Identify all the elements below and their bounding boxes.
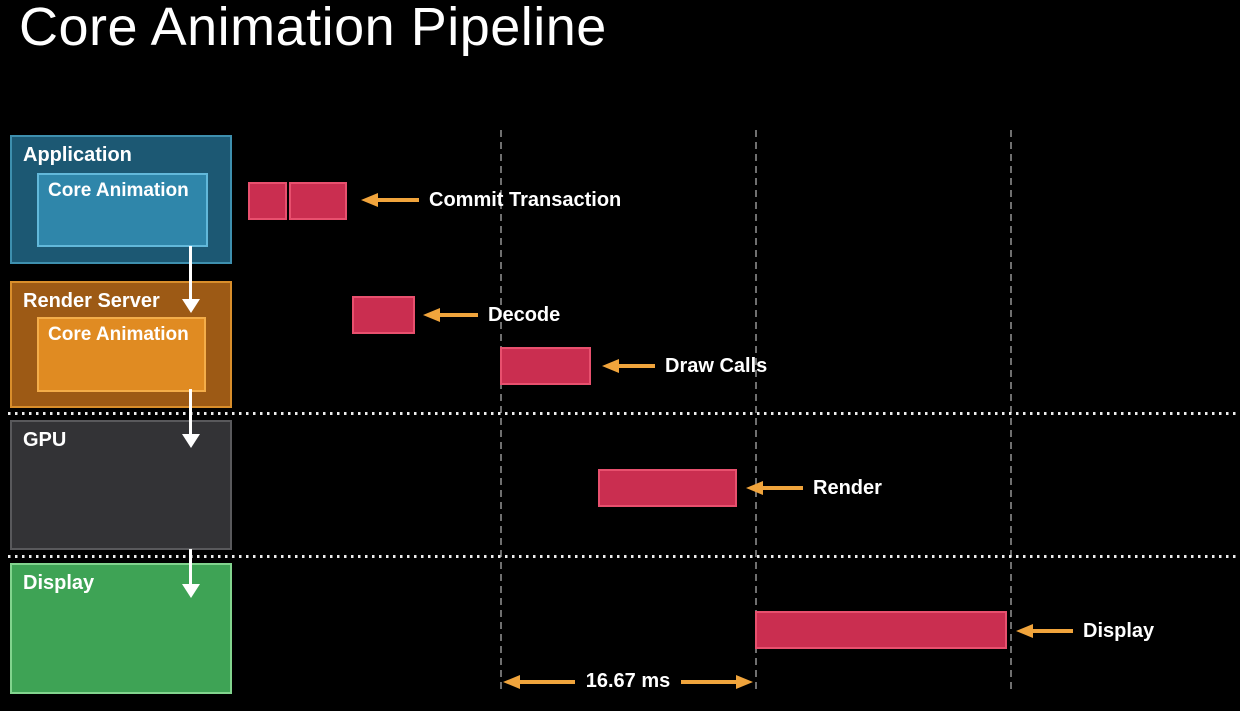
stage-box-application: Application Core Animation (10, 135, 232, 264)
core-animation-label: Core Animation (48, 180, 189, 201)
stage-box-display: Display (10, 563, 232, 694)
frame-boundary-dashed-line (500, 130, 502, 693)
flow-arrow-down-icon (182, 299, 200, 313)
arrow-left-icon (361, 193, 378, 207)
flow-arrow-down-icon (182, 434, 200, 448)
timeline-bar-draw-calls (500, 347, 591, 385)
timeline-bar-commit-transaction (289, 182, 347, 220)
stage-label-render-server: Render Server (23, 290, 160, 312)
frame-interval-label: 16.67 ms (585, 670, 671, 692)
frame-interval-annotation: 16.67 ms (503, 670, 754, 693)
annotation-arrow-line (440, 313, 478, 317)
annotation-decode: Decode (423, 301, 560, 329)
interval-arrow-line (681, 679, 737, 684)
slide-title: Core Animation Pipeline (19, 0, 607, 57)
timeline-bar-display (755, 611, 1007, 649)
annotation-arrow-line (763, 486, 803, 490)
annotation-display: Display (1016, 617, 1154, 645)
annotation-arrow-line (619, 364, 655, 368)
annotation-label: Display (1083, 619, 1155, 642)
stage-box-gpu: GPU (10, 420, 232, 550)
arrow-left-icon (503, 674, 520, 689)
annotation-render: Render (746, 474, 882, 502)
flow-arrow-line (189, 389, 192, 435)
annotation-label: Render (813, 476, 882, 499)
frame-boundary-dashed-line (755, 130, 757, 693)
stage-label-application: Application (23, 144, 132, 166)
frame-boundary-dashed-line (1010, 130, 1012, 693)
annotation-arrow-line (1033, 629, 1073, 633)
arrow-right-icon (736, 674, 754, 689)
core-animation-box-application: Core Animation (37, 173, 208, 247)
stage-label-display: Display (23, 572, 95, 594)
annotation-label: Commit Transaction (429, 188, 622, 211)
annotation-label: Draw Calls (665, 354, 768, 377)
row-divider-dotted-line (8, 412, 1240, 415)
arrow-left-icon (423, 308, 440, 322)
annotation-label: Decode (488, 303, 561, 326)
annotation-arrow-line (378, 198, 419, 202)
stage-label-gpu: GPU (23, 429, 67, 451)
core-animation-label: Core Animation (48, 324, 189, 345)
arrow-left-icon (602, 359, 619, 373)
annotation-commit-transaction: Commit Transaction (361, 186, 621, 214)
row-divider-dotted-line (8, 555, 1240, 558)
interval-arrow-line (520, 679, 575, 684)
flow-arrow-line (189, 246, 192, 300)
flow-arrow-down-icon (182, 584, 200, 598)
timeline-bar-decode (352, 296, 415, 334)
timeline-bar-render (598, 469, 737, 507)
flow-arrow-line (189, 549, 192, 585)
annotation-draw-calls: Draw Calls (602, 352, 767, 380)
timeline-bar-commit-transaction (248, 182, 287, 220)
arrow-left-icon (746, 481, 763, 495)
arrow-left-icon (1016, 624, 1033, 638)
core-animation-box-render-server: Core Animation (37, 317, 206, 392)
